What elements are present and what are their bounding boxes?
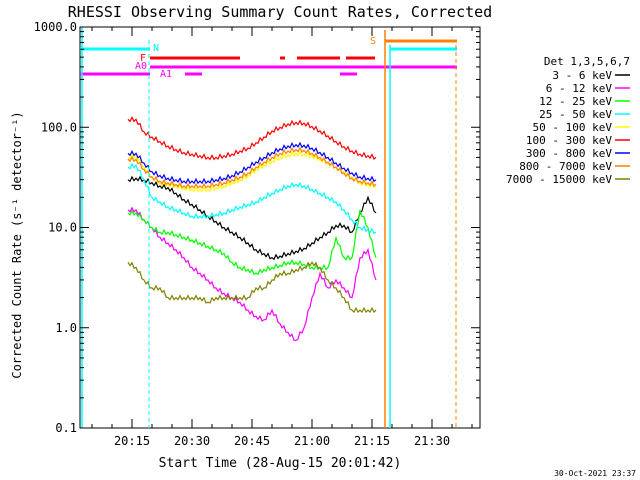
annotation-n: N [153,43,159,54]
timestamp: 30-Oct-2021 23:37 [554,469,636,478]
series-line-100-300-kev [127,115,377,161]
series-line-3-6-kev [127,175,377,261]
legend-label: 800 - 7000 keV [519,160,612,173]
y-tick-label: 0.1 [55,421,77,435]
x-axis-label: Start Time (28-Aug-15 20:01:42) [159,456,402,471]
legend-label: 6 - 12 keV [546,82,613,95]
series-line-50-100-kev [127,150,377,193]
legend-label: 3 - 6 keV [552,69,612,82]
legend-label: 300 - 800 keV [526,147,612,160]
series-lines [127,115,377,341]
x-tick-label: 21:15 [354,434,390,448]
series-line-7000-15000-kev [127,261,377,314]
chart-title: RHESSI Observing Summary Count Rates, Co… [68,3,492,21]
annotation-f: F [140,53,146,64]
y-tick-label: 10.0 [48,221,77,235]
legend-label: 100 - 300 keV [526,134,612,147]
legend-label: 12 - 25 keV [539,95,612,108]
series-line-300-800-kev [127,141,377,185]
legend-label: 7000 - 15000 keV [506,173,612,186]
annotation-a1: A1 [160,69,172,80]
y-axis-label: Corrected Count Rate (s⁻¹ detector⁻¹) [10,111,24,378]
x-tick-label: 20:45 [234,434,270,448]
observing-mode-bars [80,39,457,76]
legend-label: 50 - 100 keV [533,121,613,134]
legend-title: Det 1,3,5,6,7 [544,55,630,68]
series-line-6-12-kev [127,206,377,341]
x-tick-label: 21:30 [414,434,450,448]
y-tick-label: 1000.0 [34,20,77,34]
x-tick-label: 20:15 [114,434,150,448]
y-tick-label: 100.0 [41,120,77,134]
event-markers [81,27,457,428]
y-tick-label: 1.0 [55,321,77,335]
plot-border [79,26,481,429]
y-ticks: 0.1 1.0 10.0 100.0 1000.0 [34,20,480,435]
series-line-12-25-kev [127,209,377,276]
series-line-25-50-kev [127,162,377,235]
legend-label: 25 - 50 keV [539,108,612,121]
x-ticks: 20:15 20:30 20:45 21:00 21:15 21:30 [91,27,473,448]
annotation-a0: A0 [135,61,147,72]
annotation-s: S [370,36,376,47]
x-tick-label: 20:30 [174,434,210,448]
plot-frame [79,26,481,429]
series-line-800-7000-kev [127,146,377,189]
x-tick-label: 21:00 [294,434,330,448]
